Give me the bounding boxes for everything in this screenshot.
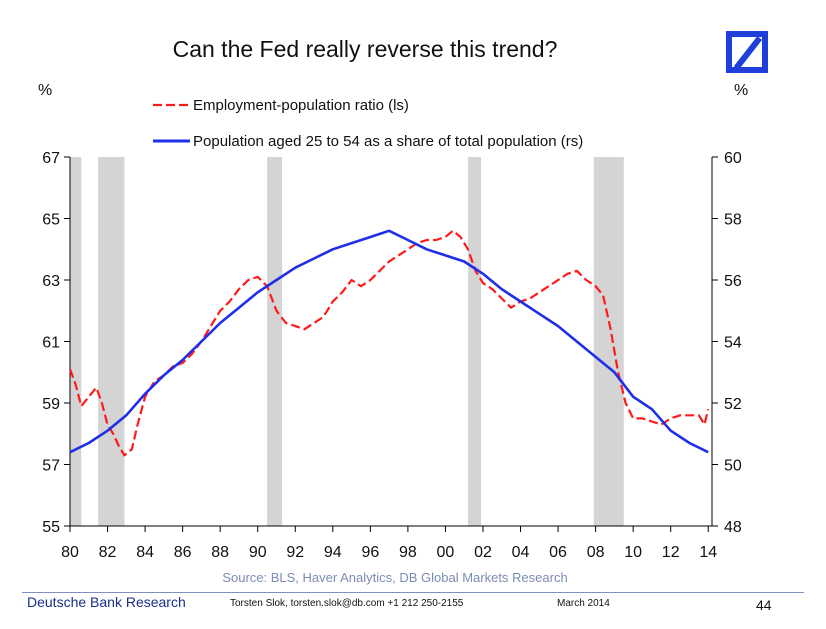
recession-band (593, 157, 624, 526)
left-tick-label: 67 (42, 150, 60, 167)
x-tick-label: 80 (61, 544, 79, 561)
x-tick-label: 94 (324, 544, 342, 561)
footer-divider (22, 592, 804, 593)
right-tick-label: 52 (724, 396, 742, 413)
right-tick-label: 48 (724, 519, 742, 536)
recession-band (70, 157, 82, 526)
footer-date: March 2014 (557, 598, 610, 609)
left-tick-label: 61 (42, 335, 60, 352)
right-tick-label: 56 (724, 273, 742, 290)
left-tick-label: 55 (42, 519, 60, 536)
x-tick-label: 84 (136, 544, 154, 561)
legend-label: Employment-population ratio (ls) (193, 97, 409, 114)
x-tick-label: 90 (249, 544, 267, 561)
right-tick-label: 60 (724, 150, 742, 167)
recession-band (98, 157, 125, 526)
x-tick-label: 08 (587, 544, 605, 561)
x-tick-label: 06 (549, 544, 567, 561)
legend-label: Population aged 25 to 54 as a share of t… (193, 133, 583, 150)
left-axis-unit: % (38, 82, 53, 99)
x-tick-label: 02 (474, 544, 492, 561)
right-tick-label: 58 (724, 212, 742, 229)
right-axis-unit: % (734, 82, 749, 99)
x-tick-label: 82 (99, 544, 117, 561)
x-tick-label: 98 (399, 544, 417, 561)
footer-author: Torsten Slok, torsten.slok@db.com +1 212… (230, 598, 464, 609)
left-tick-label: 59 (42, 396, 60, 413)
right-tick-label: 54 (724, 335, 742, 352)
x-tick-label: 00 (437, 544, 455, 561)
x-tick-label: 88 (211, 544, 229, 561)
x-tick-label: 86 (174, 544, 192, 561)
left-tick-label: 65 (42, 212, 60, 229)
x-tick-label: 04 (512, 544, 530, 561)
source-note: Source: BLS, Haver Analytics, DB Global … (222, 570, 568, 585)
footer-page-number: 44 (756, 597, 772, 613)
left-tick-label: 63 (42, 273, 60, 290)
footer-brand: Deutsche Bank Research (27, 594, 186, 610)
deutsche-bank-logo-icon (726, 31, 768, 73)
population-share-line (69, 229, 709, 454)
recession-band (267, 157, 283, 526)
left-tick-label: 57 (42, 458, 60, 475)
x-tick-label: 96 (361, 544, 379, 561)
x-tick-label: 14 (699, 544, 717, 561)
chart-title: Can the Fed really reverse this trend? (172, 36, 558, 62)
right-tick-label: 50 (724, 458, 742, 475)
recession-band (467, 157, 482, 526)
x-tick-label: 12 (662, 544, 680, 561)
x-tick-label: 10 (624, 544, 642, 561)
x-tick-label: 92 (286, 544, 304, 561)
